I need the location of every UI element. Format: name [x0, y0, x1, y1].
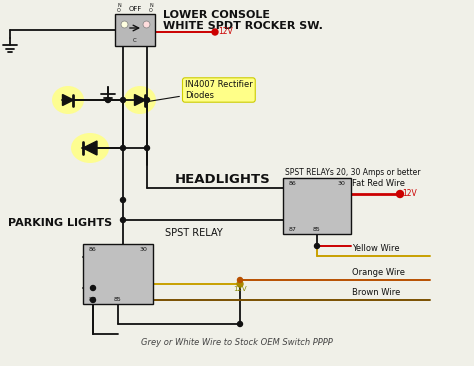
Circle shape: [120, 217, 126, 223]
Circle shape: [120, 97, 126, 102]
Text: LOWER CONSOLE: LOWER CONSOLE: [163, 10, 270, 20]
Circle shape: [212, 29, 218, 35]
Text: 87: 87: [289, 227, 297, 232]
Text: IN4007 Rectifier
Diodes: IN4007 Rectifier Diodes: [148, 80, 253, 101]
Circle shape: [396, 190, 403, 198]
Bar: [115, 14, 155, 46]
Ellipse shape: [52, 86, 84, 114]
Text: N
O: N O: [117, 3, 121, 13]
Bar: [83, 244, 153, 304]
Circle shape: [120, 146, 126, 150]
Text: Grey or White Wire to Stock OEM Switch PPPP: Grey or White Wire to Stock OEM Switch P…: [141, 338, 333, 347]
Text: Fat Red Wire: Fat Red Wire: [352, 179, 405, 188]
Bar: [283, 178, 351, 234]
Text: C: C: [133, 38, 137, 43]
Text: N
O: N O: [149, 3, 153, 13]
Text: 12V: 12V: [218, 27, 233, 37]
Circle shape: [91, 285, 95, 291]
Text: 85: 85: [313, 227, 321, 232]
Text: 87: 87: [89, 297, 97, 302]
Text: 12V: 12V: [233, 286, 246, 292]
Polygon shape: [63, 94, 73, 105]
Text: SPST RELAY: SPST RELAY: [165, 228, 223, 238]
Circle shape: [145, 146, 149, 150]
Circle shape: [145, 97, 149, 102]
Text: Orange Wire: Orange Wire: [352, 268, 405, 277]
Circle shape: [237, 281, 243, 287]
Text: 86: 86: [89, 247, 97, 252]
Circle shape: [315, 243, 319, 249]
Text: 86: 86: [289, 181, 297, 186]
Ellipse shape: [71, 133, 109, 163]
Polygon shape: [83, 141, 97, 155]
Circle shape: [106, 97, 110, 102]
Polygon shape: [135, 94, 146, 105]
Ellipse shape: [124, 86, 156, 114]
Text: 30: 30: [337, 181, 345, 186]
Text: 85: 85: [114, 297, 122, 302]
Text: 30: 30: [139, 247, 147, 252]
Text: SPST RELAYs 20, 30 Amps or better: SPST RELAYs 20, 30 Amps or better: [285, 168, 420, 177]
Text: HEADLIGHTS: HEADLIGHTS: [175, 173, 271, 186]
Text: WHITE SPDT ROCKER SW.: WHITE SPDT ROCKER SW.: [163, 21, 323, 31]
Circle shape: [91, 298, 95, 303]
Text: Brown Wire: Brown Wire: [352, 288, 401, 297]
Text: 12V: 12V: [402, 190, 417, 198]
Circle shape: [120, 198, 126, 202]
Circle shape: [237, 277, 243, 283]
Text: Yellow Wire: Yellow Wire: [352, 244, 400, 253]
Text: OFF: OFF: [128, 6, 142, 12]
Circle shape: [237, 321, 243, 326]
Text: PARKING LIGHTS: PARKING LIGHTS: [8, 218, 112, 228]
